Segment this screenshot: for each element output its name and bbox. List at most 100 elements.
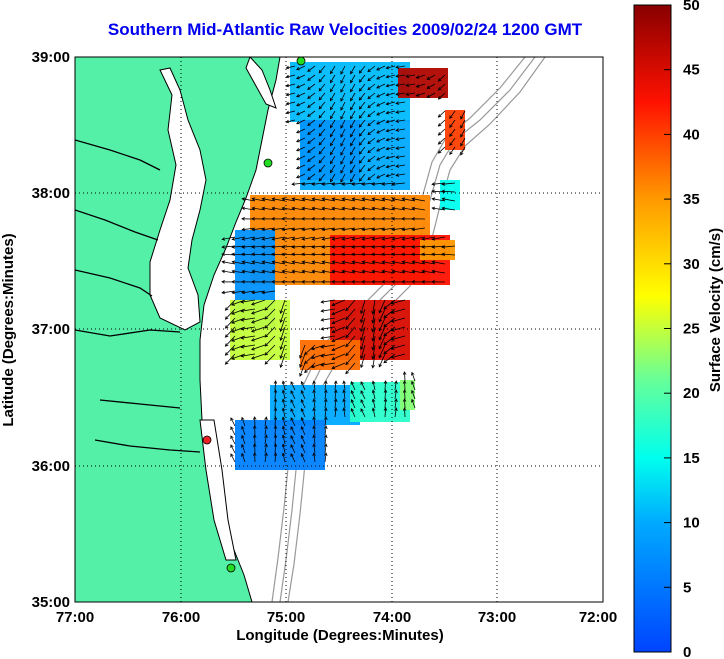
current-vector-arrow	[230, 435, 236, 445]
current-vector-arrowhead	[296, 67, 300, 71]
current-vector-arrowhead	[273, 380, 278, 384]
current-vector-arrowhead	[251, 290, 256, 295]
current-vector-arrowhead	[431, 189, 435, 194]
current-vector-arrow	[264, 344, 276, 356]
current-vector-arrow	[280, 335, 286, 350]
current-vector-arrowhead	[340, 160, 344, 165]
current-vector-arrow	[386, 155, 396, 159]
current-vector-arrowhead	[411, 269, 416, 274]
current-vector-arrowhead	[310, 364, 315, 369]
current-vector-arrowhead	[281, 398, 286, 403]
current-vector-arrow	[345, 344, 356, 356]
current-vector-arrowhead	[350, 88, 354, 93]
current-vector-arrow	[286, 92, 296, 96]
current-vector-arrow	[313, 444, 316, 454]
current-vector-arrow	[318, 119, 326, 128]
current-vector-arrowhead	[345, 370, 349, 375]
current-vector-arrow	[412, 236, 426, 240]
current-vector-arrowhead	[323, 434, 328, 439]
current-vector-arrowhead	[340, 124, 344, 129]
current-vector-arrow	[340, 164, 346, 174]
current-vector-arrow	[225, 308, 236, 320]
current-vector-arrow	[242, 270, 256, 274]
current-vector-arrow	[372, 198, 386, 202]
current-vector-arrowhead	[264, 452, 268, 457]
current-vector-arrowhead	[240, 300, 245, 304]
current-vector-arrowhead	[318, 150, 323, 155]
current-vector-arrow	[232, 245, 246, 248]
current-vector-arrowhead	[381, 252, 385, 257]
current-vector-arrowhead	[301, 237, 306, 241]
current-vector-arrowhead	[320, 327, 325, 331]
current-vector-arrowhead	[323, 407, 328, 412]
current-vector-arrowhead	[231, 338, 235, 342]
current-vector-arrowhead	[231, 237, 236, 241]
current-vector-arrowhead	[279, 364, 283, 368]
current-vector-arrowhead	[367, 131, 371, 136]
current-vector-arrowhead	[221, 252, 225, 257]
current-vector-arrowhead	[371, 260, 376, 264]
current-vector-arrowhead	[385, 65, 390, 70]
current-vector-arrow	[372, 261, 386, 265]
current-vector-arrowhead	[358, 106, 363, 110]
current-vector-arrowhead	[385, 74, 390, 79]
current-vector-arrow	[382, 261, 396, 265]
current-vector-arrowhead	[281, 452, 286, 457]
current-vector-arrowhead	[311, 280, 315, 284]
current-vector-arrow	[383, 299, 396, 310]
current-vector-arrow	[382, 182, 396, 185]
current-vector-arrow	[332, 182, 346, 185]
current-vector-arrowhead	[291, 227, 296, 232]
current-vector-arrow	[264, 444, 267, 454]
current-vector-arrowhead	[371, 197, 376, 201]
current-vector-arrow	[342, 207, 356, 211]
current-vector-arrowhead	[331, 365, 336, 370]
current-vector-arrow	[351, 408, 356, 418]
current-vector-arrow	[372, 270, 386, 274]
current-vector-arrow	[321, 353, 336, 357]
current-vector-arrowhead	[290, 399, 294, 403]
current-vector-arrowhead	[358, 88, 363, 92]
current-vector-arrow	[402, 236, 416, 240]
current-vector-arrow	[345, 317, 356, 329]
current-vector-arrowhead	[312, 434, 316, 439]
x-axis: 77:00 76:00 75:00 74:00 73:00 72:00 Long…	[56, 609, 617, 644]
current-vector-arrowhead	[301, 269, 306, 274]
current-vector-arrowhead	[395, 74, 400, 78]
current-vector-arrow	[292, 227, 306, 231]
current-vector-arrow	[274, 407, 276, 418]
current-vector-arrow	[342, 236, 356, 240]
current-vector-arrow	[392, 198, 406, 202]
current-vector-arrowhead	[340, 79, 344, 84]
current-vector-arrow	[324, 444, 327, 454]
current-vector-arrow	[412, 227, 426, 231]
current-vector-arrow	[301, 453, 306, 463]
current-vector-arrow	[318, 83, 326, 92]
current-vector-arrowhead	[345, 352, 349, 357]
current-vector-arrowhead	[291, 206, 296, 211]
current-vector-arrowhead	[371, 310, 375, 315]
current-vector-arrowhead	[361, 217, 365, 221]
current-vector-arrow	[402, 245, 416, 248]
current-vector-arrow	[359, 101, 366, 110]
current-vector-arrowhead	[271, 252, 275, 257]
current-vector-arrowhead	[224, 352, 229, 356]
current-vector-arrowhead	[350, 142, 354, 147]
current-vector-arrowhead	[376, 139, 380, 143]
current-vector-arrow	[290, 399, 296, 409]
current-vector-arrow	[302, 270, 316, 274]
current-vector-arrowhead	[341, 252, 345, 257]
current-vector-arrow	[290, 444, 296, 454]
current-vector-arrowhead	[264, 434, 268, 439]
current-vector-arrow	[352, 182, 366, 185]
current-vector-arrow	[362, 227, 376, 231]
current-vector-arrowhead	[358, 151, 363, 155]
current-vector-arrowhead	[351, 227, 356, 232]
current-vector-arrow	[272, 261, 286, 265]
current-vector-arrow	[312, 236, 326, 240]
current-vector-arrow	[301, 390, 306, 400]
current-vector-arrow	[406, 92, 416, 95]
current-vector-arrowhead	[252, 443, 257, 447]
current-vector-arrowhead	[385, 137, 390, 142]
current-vector-arrowhead	[307, 167, 311, 171]
